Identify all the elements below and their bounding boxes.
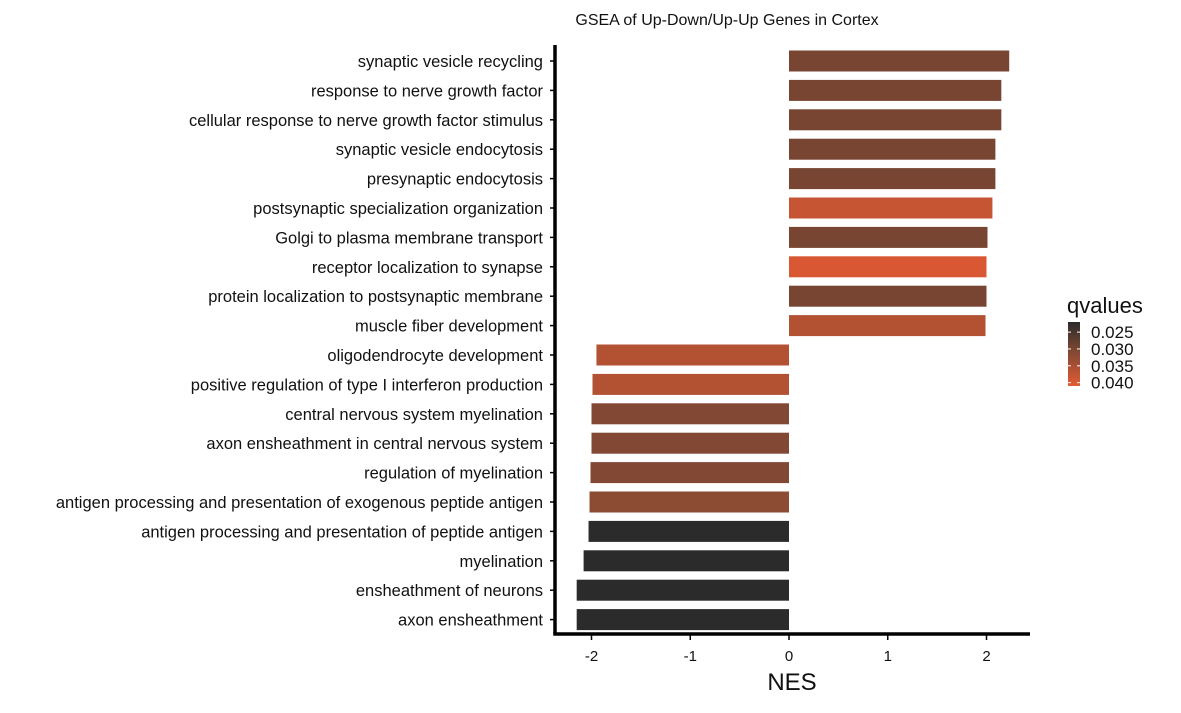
bar bbox=[789, 50, 1010, 72]
category-label: positive regulation of type I interferon… bbox=[191, 376, 543, 394]
category-label: central nervous system myelination bbox=[285, 406, 543, 424]
category-label: synaptic vesicle recycling bbox=[358, 53, 543, 71]
category-label: protein localization to postsynaptic mem… bbox=[208, 288, 543, 306]
category-label: postsynaptic specialization organization bbox=[253, 200, 543, 218]
bar bbox=[588, 520, 789, 542]
category-label: ensheathment of neurons bbox=[356, 582, 543, 600]
category-labels: synaptic vesicle recycling response to ne… bbox=[56, 53, 544, 630]
bar bbox=[789, 109, 1002, 131]
category-label: presynaptic endocytosis bbox=[367, 171, 543, 189]
x-tick-label: -1 bbox=[684, 648, 697, 665]
bar bbox=[591, 403, 789, 425]
legend-label: 0.040 bbox=[1091, 374, 1134, 393]
bar bbox=[589, 491, 789, 513]
bar bbox=[789, 168, 996, 190]
x-tick-label: 1 bbox=[884, 648, 892, 665]
category-label: Golgi to plasma membrane transport bbox=[275, 229, 543, 247]
bar bbox=[596, 344, 789, 366]
category-label: regulation of myelination bbox=[364, 465, 543, 483]
category-label: antigen processing and presentation of p… bbox=[141, 523, 543, 541]
bar bbox=[789, 79, 1002, 101]
category-label: axon ensheathment bbox=[398, 612, 543, 630]
legend-colorbar bbox=[1068, 322, 1080, 386]
bar bbox=[789, 226, 988, 248]
x-axis-title: NES bbox=[767, 669, 816, 696]
category-label: oligodendrocyte development bbox=[327, 347, 543, 365]
legend-label: 0.025 bbox=[1091, 323, 1134, 342]
bar bbox=[583, 550, 789, 572]
category-label: cellular response to nerve growth factor… bbox=[189, 112, 543, 130]
x-tick-label: 0 bbox=[785, 648, 793, 665]
bar bbox=[576, 609, 789, 631]
bar bbox=[789, 197, 993, 219]
bar bbox=[789, 285, 987, 307]
bar bbox=[590, 462, 789, 484]
x-tick-label: 2 bbox=[982, 648, 990, 665]
axis-layer: -2 -1 0 1 2 bbox=[550, 45, 1030, 665]
bar bbox=[789, 256, 987, 278]
category-label: antigen processing and presentation of e… bbox=[56, 494, 543, 512]
bar bbox=[591, 432, 789, 454]
category-label: muscle fiber development bbox=[355, 318, 543, 336]
legend-label: 0.035 bbox=[1091, 357, 1134, 376]
legend-title: qvalues bbox=[1067, 293, 1143, 318]
category-label: axon ensheathment in central nervous sys… bbox=[206, 435, 543, 453]
chart-title: GSEA of Up-Down/Up-Up Genes in Cortex bbox=[575, 12, 878, 29]
bar bbox=[592, 373, 789, 395]
bars-layer bbox=[576, 50, 1010, 631]
x-tick-label: -2 bbox=[585, 648, 598, 665]
category-label: receptor localization to synapse bbox=[312, 259, 543, 277]
legend-label: 0.030 bbox=[1091, 340, 1134, 359]
category-label: response to nerve growth factor bbox=[311, 82, 544, 100]
category-label: synaptic vesicle endocytosis bbox=[336, 141, 543, 159]
bar bbox=[789, 138, 996, 160]
bar bbox=[576, 579, 789, 601]
bar bbox=[789, 315, 986, 337]
category-label: myelination bbox=[460, 553, 543, 571]
